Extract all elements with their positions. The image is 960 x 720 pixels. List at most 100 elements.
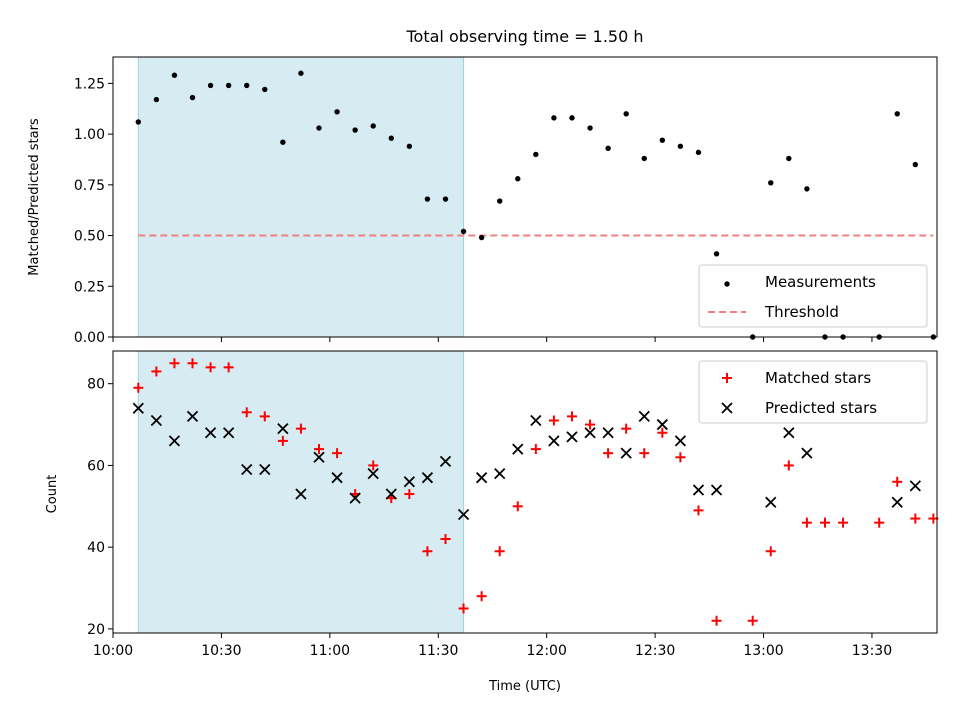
x-b <box>313 451 325 463</box>
x-tick-label: 10:00 <box>93 643 133 659</box>
y-tick-label: 0.25 <box>74 279 105 295</box>
predicted-stars-point <box>223 427 235 439</box>
matched-stars-point <box>801 517 812 528</box>
shaded-interval <box>137 350 465 634</box>
predicted-stars-point <box>602 427 614 439</box>
measurement-point <box>569 115 575 121</box>
legend: Matched stars Predicted stars <box>698 360 928 424</box>
measurement-point <box>587 125 593 131</box>
legend-dot-icon <box>724 281 730 287</box>
predicted-stars-point <box>259 463 271 476</box>
top-y-axis-label: Matched/Predicted stars <box>27 118 42 276</box>
y-tick-label: 40 <box>87 540 105 556</box>
predicted-stars-point <box>295 488 307 500</box>
predicted-stars-point <box>909 480 921 492</box>
matched-stars-point <box>910 513 921 524</box>
measurement-point <box>370 123 376 129</box>
legend: Measurements Threshold <box>698 264 928 328</box>
x-b <box>457 508 470 521</box>
x-b <box>349 492 361 504</box>
x-b <box>710 484 723 496</box>
measurement-point <box>352 127 358 133</box>
predicted-stars-point <box>421 472 434 484</box>
matched-stars-point <box>404 489 415 500</box>
measurement-point <box>316 125 322 131</box>
x-b <box>367 467 379 480</box>
measurement-point <box>768 180 774 186</box>
plot-frame <box>112 350 938 634</box>
matched-stars-point <box>711 615 722 626</box>
plot-frame <box>112 56 938 338</box>
x-b <box>584 427 596 439</box>
legend-label: Matched stars <box>765 369 871 387</box>
predicted-stars-point <box>457 508 470 521</box>
x-b <box>891 496 903 508</box>
y-tick-label: 80 <box>87 377 105 393</box>
top-panel: 0.00 0.25 0.50 0.75 1.00 1.25 Measurements Thre… <box>74 56 938 346</box>
matched-stars-point <box>332 448 343 459</box>
x-tick-label: 12:30 <box>635 643 675 659</box>
x-b <box>620 447 632 459</box>
predicted-stars-point <box>150 414 163 427</box>
predicted-stars-point <box>385 488 397 500</box>
measurement-point <box>207 82 214 89</box>
predicted-stars-point <box>186 410 199 423</box>
matched-stars-point <box>314 444 324 455</box>
predicted-stars-point <box>475 472 488 484</box>
x-axis-label: Time (UTC) <box>488 679 561 694</box>
matched-stars-point <box>566 411 577 422</box>
matched-stars-point <box>621 423 632 434</box>
matched-stars-point <box>476 591 487 602</box>
predicted-stars-point <box>530 414 542 427</box>
y-tick-label: 1.25 <box>74 76 105 92</box>
y-tick-label: 0.50 <box>74 229 105 245</box>
measurement-point <box>533 151 539 158</box>
matched-stars-point <box>892 476 903 487</box>
predicted-stars-point <box>439 455 452 467</box>
measurement-point <box>424 196 431 202</box>
measurement-point <box>786 155 792 162</box>
predicted-stars-point <box>331 472 343 484</box>
measurement-point <box>912 161 919 168</box>
x-b <box>765 496 777 508</box>
x-b <box>186 410 199 423</box>
x-b <box>475 472 488 484</box>
legend-x-icon <box>721 402 733 414</box>
x-b <box>566 431 578 443</box>
measurement-point <box>262 86 268 93</box>
x-tick-label: 13:00 <box>743 643 783 659</box>
x-b <box>241 463 253 476</box>
predicted-stars-point <box>674 435 687 447</box>
x-tick-label: 10:30 <box>201 643 241 659</box>
measurement-point <box>804 186 810 192</box>
y-tick-label: 1.00 <box>74 127 105 143</box>
measurement-point <box>894 111 900 117</box>
legend-box <box>698 264 928 328</box>
matched-stars-point <box>819 517 830 528</box>
matched-stars-point <box>458 603 469 614</box>
predicted-stars-point <box>494 467 506 480</box>
measurement-point <box>713 251 720 257</box>
x-b <box>421 472 434 484</box>
measurement-point <box>515 176 521 182</box>
x-tick-label: 13:30 <box>852 643 892 659</box>
x-b <box>168 435 181 447</box>
predicted-stars-point <box>783 427 795 439</box>
measurement-point <box>171 72 178 78</box>
matched-stars-point <box>187 358 198 369</box>
matched-stars-point <box>765 546 776 557</box>
x-b <box>783 427 795 439</box>
matched-stars-point <box>512 501 523 512</box>
measurement-point <box>406 143 413 149</box>
predicted-stars-point <box>349 492 361 504</box>
predicted-stars-point <box>548 435 560 447</box>
matched-stars-point <box>874 517 885 528</box>
x-b <box>512 443 524 455</box>
predicted-stars-point <box>801 447 813 459</box>
measurement-point <box>659 137 666 143</box>
matched-stars-point <box>783 460 794 471</box>
matched-stars-point <box>151 366 162 377</box>
predicted-stars-point <box>168 435 181 447</box>
shaded-interval <box>137 56 465 338</box>
